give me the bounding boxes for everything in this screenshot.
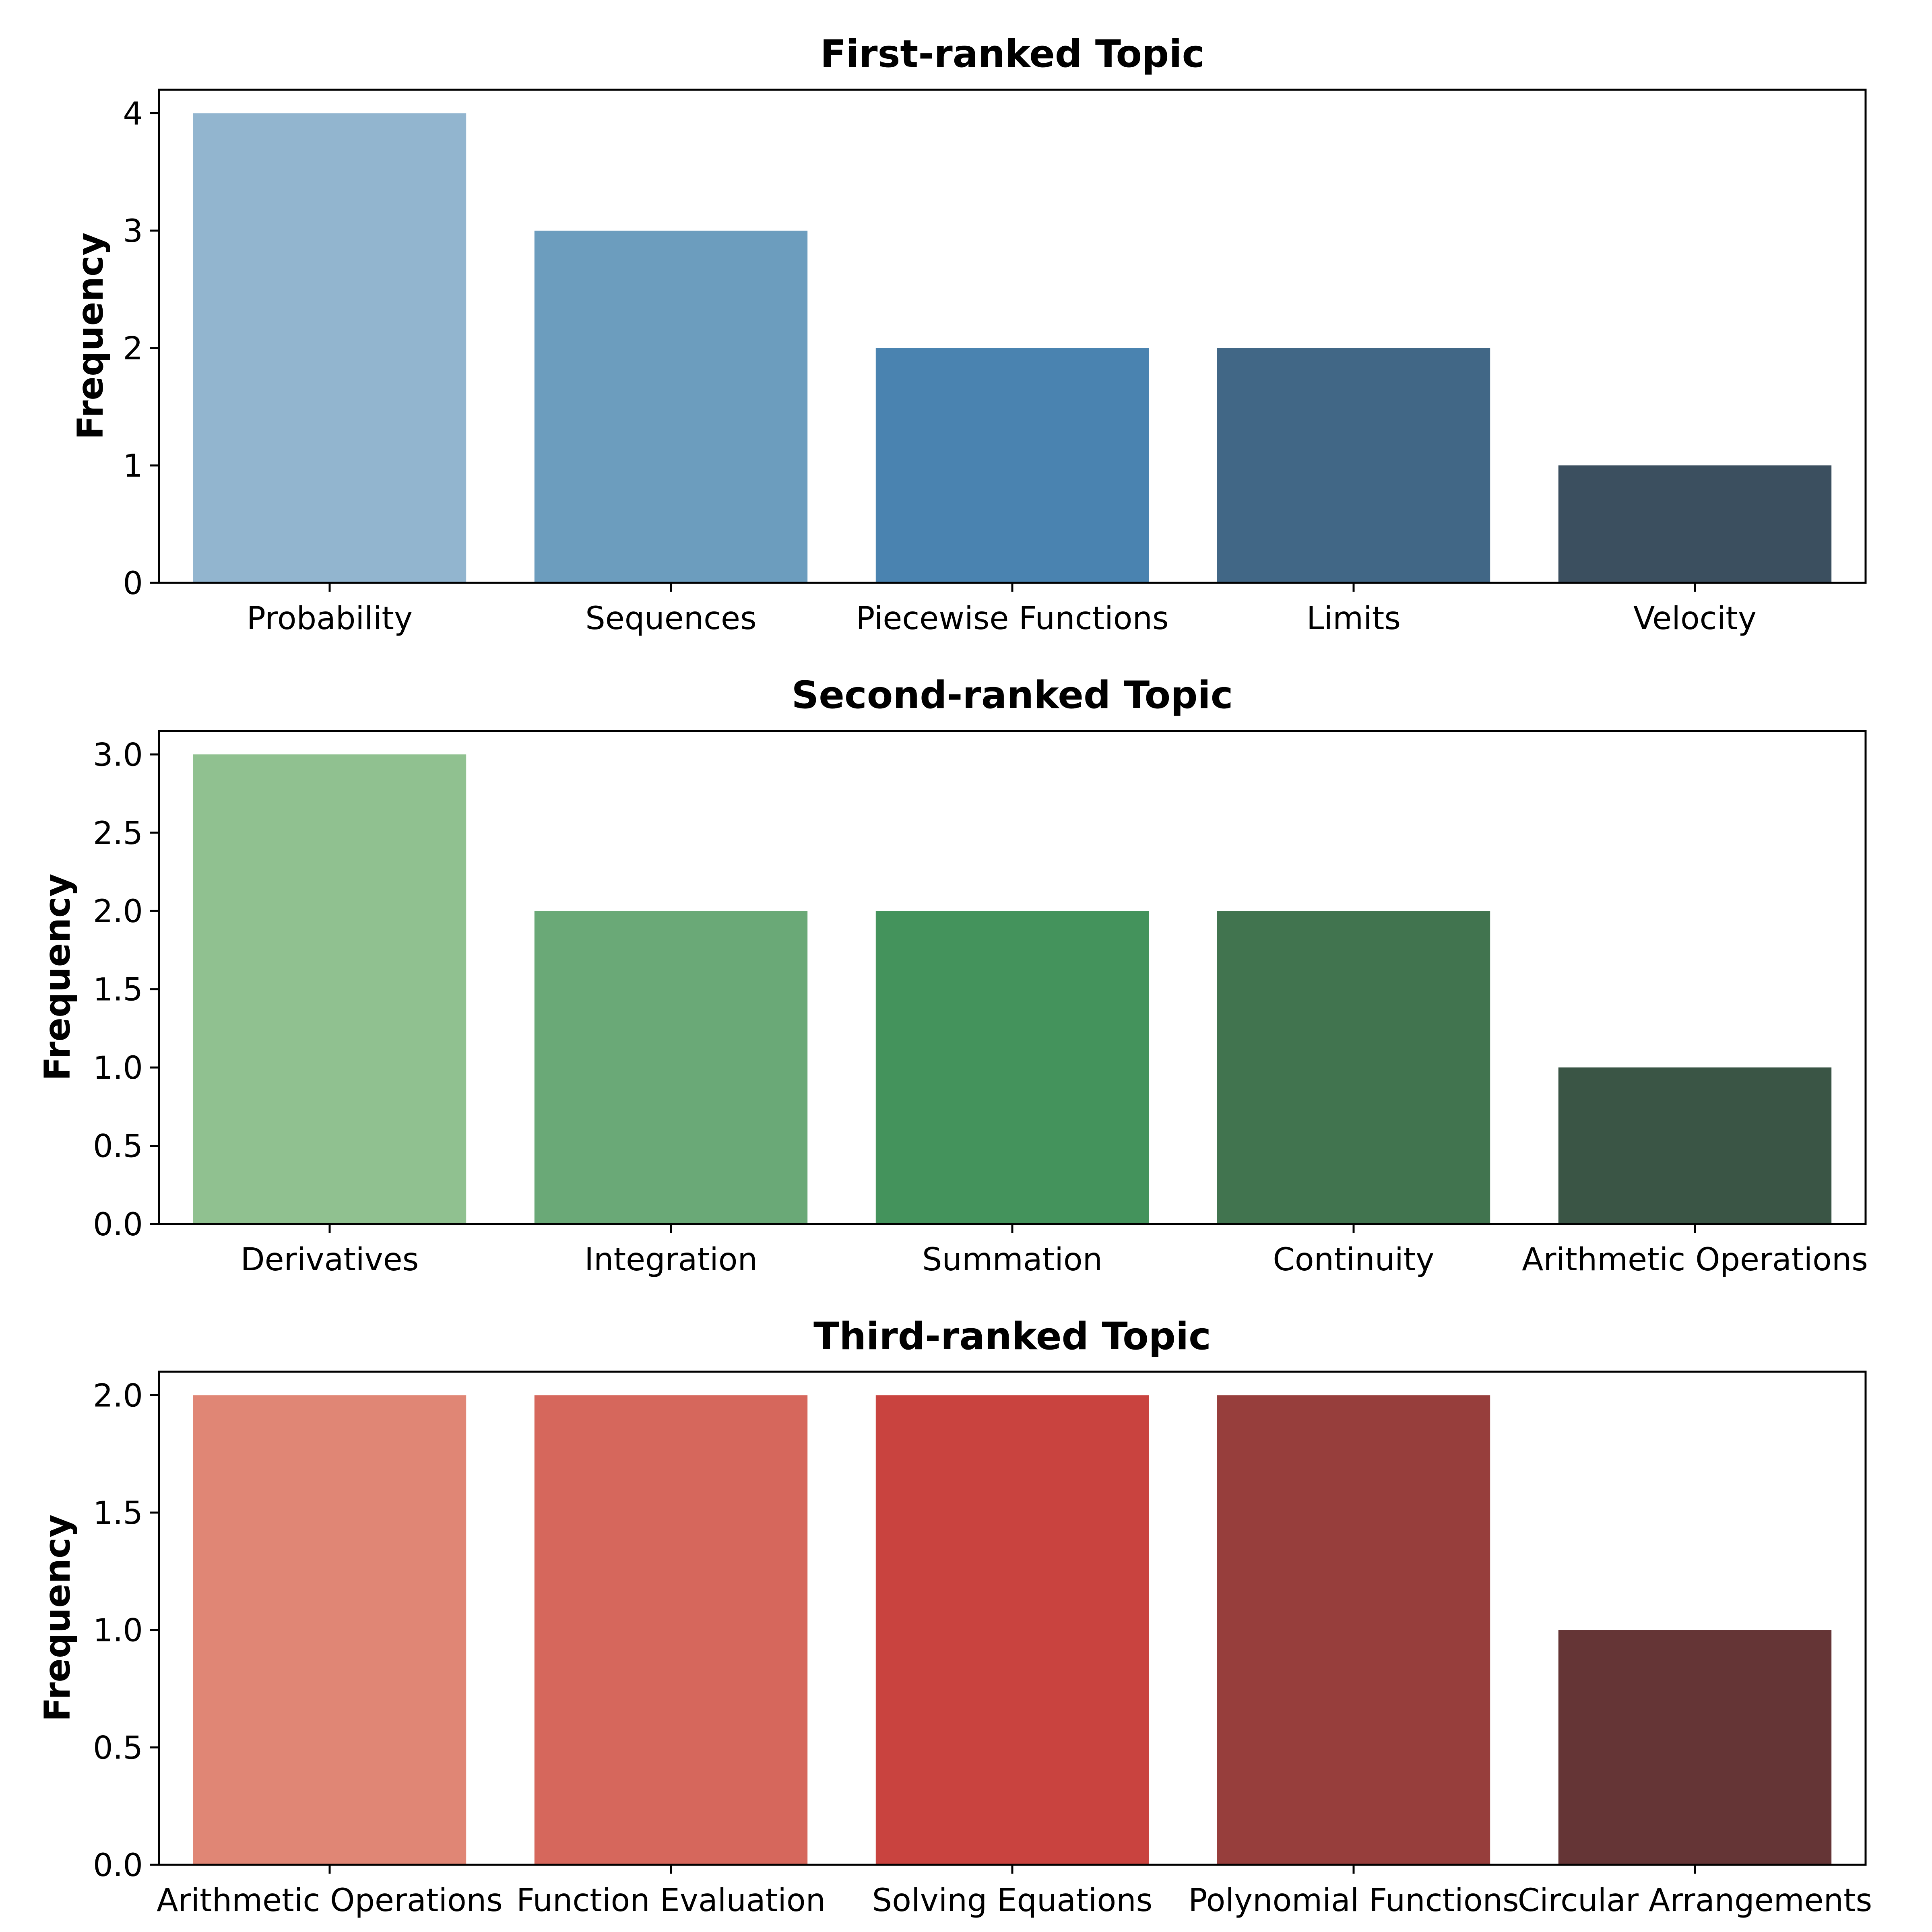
- chart-first-ranked-topic: First-ranked Topic Frequency 0 1 2 3 4 Proba…: [70, 32, 1867, 637]
- y-tick-label: 1.5: [93, 1495, 143, 1532]
- y-tick-label: 1: [123, 448, 143, 484]
- y-tick-label: 2.0: [93, 1378, 143, 1414]
- y-axis: 0 1 2 3 4: [123, 96, 159, 602]
- y-tick-label: 0.0: [93, 1207, 143, 1243]
- x-tick-label-summation: Summation: [922, 1242, 1102, 1278]
- x-tick-label-piecewise-functions: Piecewise Functions: [856, 601, 1168, 637]
- x-tick-label-sequences: Sequences: [585, 601, 756, 637]
- x-tick-label-arithmetic-operations: Arithmetic Operations: [1522, 1242, 1868, 1278]
- plot-frame: [158, 89, 1867, 584]
- bar-piecewise-functions: [875, 348, 1149, 583]
- x-tick-label-arithmetic-operations: Arithmetic Operations: [157, 1882, 503, 1919]
- chart-title: First-ranked Topic: [820, 32, 1205, 76]
- y-tick-label: 3: [123, 213, 143, 250]
- y-tick-label: 0.0: [93, 1847, 143, 1884]
- x-tick-label-derivatives: Derivatives: [241, 1242, 419, 1278]
- bar-arithmetic-operations: [1558, 1067, 1832, 1224]
- x-tick-label-probability: Probability: [247, 601, 413, 637]
- y-tick-label: 1.0: [93, 1613, 143, 1649]
- bar-group: [193, 1395, 1832, 1865]
- y-tick-label: 0.5: [93, 1730, 143, 1766]
- x-axis: Probability Sequences Piecewise Functions L…: [247, 583, 1757, 637]
- bar-polynomial-functions: [1217, 1395, 1490, 1865]
- x-tick-label-polynomial-functions: Polynomial Functions: [1188, 1882, 1519, 1919]
- y-tick-label: 2: [123, 331, 143, 367]
- y-axis: 0.0 0.5 1.0 1.5 2.0 2.5 3.0: [93, 737, 159, 1243]
- y-tick-label: 0.5: [93, 1129, 143, 1165]
- bar-summation: [875, 911, 1149, 1224]
- y-tick-label: 2.5: [93, 815, 143, 852]
- x-tick-label-circular-arrangements: Circular Arrangements: [1518, 1882, 1872, 1919]
- bar-group: [193, 754, 1832, 1224]
- bar-circular-arrangements: [1558, 1630, 1832, 1865]
- plot-frame: [158, 730, 1867, 1225]
- bar-solving-equations: [875, 1395, 1149, 1865]
- x-axis: Derivatives Integration Summation Continuit…: [241, 1224, 1868, 1278]
- x-tick-label-solving-equations: Solving Equations: [872, 1882, 1153, 1919]
- y-tick-label: 0: [123, 566, 143, 602]
- chart-title: Second-ranked Topic: [792, 673, 1233, 717]
- chart-title: Third-ranked Topic: [813, 1315, 1211, 1358]
- y-tick-label: 1.5: [93, 972, 143, 1008]
- y-tick-label: 1.0: [93, 1050, 143, 1086]
- bar-function-evaluation: [534, 1395, 808, 1865]
- y-tick-label: 2.0: [93, 894, 143, 930]
- bar-continuity: [1217, 911, 1490, 1224]
- bar-arithmetic-operations: [193, 1395, 466, 1865]
- x-tick-label-integration: Integration: [584, 1242, 758, 1278]
- bar-group: [193, 113, 1832, 583]
- x-axis: Arithmetic Operations Function Evaluation…: [157, 1865, 1872, 1919]
- x-tick-label-continuity: Continuity: [1273, 1242, 1434, 1278]
- bar-derivatives: [193, 754, 466, 1224]
- y-axis-label: Frequency: [37, 1514, 78, 1721]
- x-tick-label-velocity: Velocity: [1633, 601, 1757, 637]
- x-tick-label-limits: Limits: [1307, 601, 1401, 637]
- bar-integration: [534, 911, 808, 1224]
- bar-velocity: [1558, 465, 1832, 583]
- x-tick-label-function-evaluation: Function Evaluation: [516, 1882, 826, 1919]
- y-axis-label: Frequency: [37, 873, 78, 1081]
- y-tick-label: 3.0: [93, 737, 143, 773]
- bar-limits: [1217, 348, 1490, 583]
- plot-frame: [158, 1371, 1867, 1866]
- y-axis: 0.0 0.5 1.0 1.5 2.0: [93, 1378, 159, 1884]
- chart-second-ranked-topic: Second-ranked Topic Frequency 0.0 0.5 1.0 1…: [37, 673, 1868, 1278]
- chart-third-ranked-topic: Third-ranked Topic Frequency 0.0 0.5 1.0 1.…: [37, 1315, 1872, 1919]
- bar-probability: [193, 113, 466, 583]
- bar-sequences: [534, 231, 808, 583]
- y-tick-label: 4: [123, 96, 143, 132]
- y-axis-label: Frequency: [70, 232, 111, 440]
